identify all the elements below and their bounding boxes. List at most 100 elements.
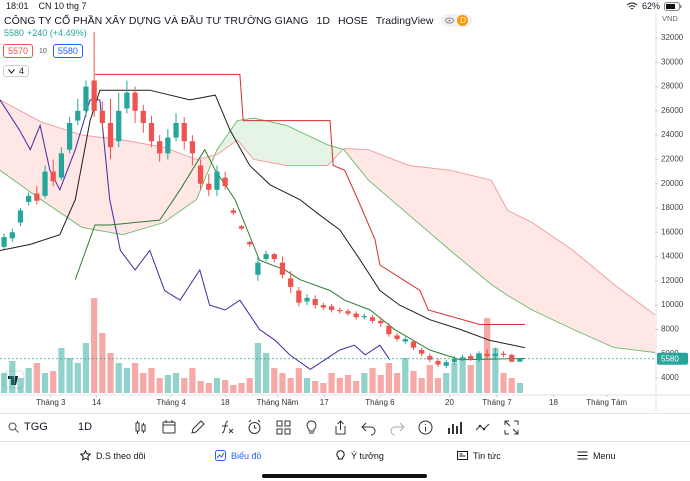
- last-price-tag: [657, 352, 688, 365]
- fullscreen-button[interactable]: [503, 419, 520, 436]
- x-tick-label: Tháng 3: [36, 398, 66, 407]
- volume-bar: [25, 368, 32, 393]
- candle-body: [99, 110, 105, 123]
- wifi-icon: [626, 2, 638, 9]
- draw-button[interactable]: [189, 419, 206, 436]
- indicator-lines: [0, 73, 525, 371]
- volume: [0, 298, 524, 393]
- volume-bar: [279, 373, 286, 393]
- candle-body: [279, 262, 286, 275]
- candle-body: [42, 171, 48, 196]
- cloud-segment: [286, 125, 328, 166]
- candle-body: [34, 193, 40, 201]
- star-icon: [80, 450, 91, 461]
- nav-ideas[interactable]: Ý tưởng: [335, 450, 384, 461]
- share-button[interactable]: [332, 419, 349, 436]
- menu-icon: [577, 451, 588, 460]
- source: TradingView: [375, 14, 434, 27]
- candle-type-button[interactable]: [132, 419, 149, 436]
- volume-bar: [377, 375, 384, 393]
- x-tick-label: Tháng Tám: [586, 398, 627, 407]
- candle-body: [66, 122, 73, 150]
- undo-button[interactable]: [360, 419, 377, 436]
- cloud-segment: [122, 139, 164, 235]
- alert-button[interactable]: [246, 419, 263, 436]
- symbol: TGG: [24, 421, 48, 433]
- candle-body: [320, 305, 327, 308]
- candle-body: [140, 110, 146, 123]
- candle-body: [9, 232, 15, 239]
- x-tick-label: Tháng 4: [156, 398, 186, 407]
- bottom-nav: D.S theo dõi Biểu đồ Ý tưởng Tin tức Men…: [0, 441, 690, 472]
- symbol-search[interactable]: TGG: [8, 421, 48, 433]
- y-tick-label: 26000: [661, 106, 684, 115]
- volume-bar: [181, 378, 188, 393]
- redo-button[interactable]: [389, 419, 406, 436]
- volume-bar: [74, 363, 81, 393]
- market-badge[interactable]: D: [441, 14, 473, 27]
- volume-bar: [222, 380, 229, 393]
- y-tick-label: 16000: [661, 227, 684, 236]
- candle-body: [476, 353, 482, 360]
- compare-button[interactable]: [474, 419, 491, 436]
- cloud-segment: [216, 120, 238, 155]
- x-tick-label: Tháng 7: [482, 398, 512, 407]
- indicator-toggle[interactable]: 4: [3, 65, 30, 77]
- volume-bar: [295, 368, 302, 393]
- info-button[interactable]: [417, 419, 434, 436]
- layout-button[interactable]: [275, 419, 292, 436]
- indicators-button[interactable]: [218, 419, 235, 436]
- candle-body: [459, 357, 466, 359]
- volume-bar: [205, 383, 212, 393]
- nav-watchlist[interactable]: D.S theo dõi: [80, 450, 146, 461]
- candle-body: [107, 122, 114, 148]
- candle-body: [386, 325, 392, 335]
- nav-news[interactable]: Tin tức: [457, 450, 501, 461]
- volume-bar: [393, 373, 401, 393]
- candles: [1, 31, 523, 369]
- volume-bar: [140, 373, 147, 393]
- tool-icons: [132, 419, 520, 436]
- candle-body: [124, 92, 130, 109]
- volume-bar: [516, 383, 524, 393]
- cloud-segment: [163, 147, 197, 223]
- volume-bar: [262, 353, 270, 393]
- candle-body: [197, 165, 204, 184]
- nav-menu[interactable]: Menu: [577, 450, 616, 461]
- ask-box[interactable]: 5580: [52, 44, 83, 58]
- nav-chart[interactable]: Biểu đồ: [215, 450, 262, 461]
- ideas-button[interactable]: [303, 419, 320, 436]
- indicator-line: [95, 73, 525, 325]
- status-left: 18:01 CN 10 thg 7: [6, 1, 97, 11]
- candle-body: [230, 210, 236, 213]
- cloud-segment: [81, 135, 123, 235]
- volume-bar: [156, 378, 163, 393]
- candle-body: [427, 356, 433, 360]
- bid-box[interactable]: 5570: [3, 44, 34, 58]
- volume-bar: [238, 383, 245, 393]
- battery-level: 62%: [641, 1, 660, 11]
- volume-bar: [197, 381, 204, 393]
- y-tick-label: 22000: [661, 155, 684, 164]
- candle-body: [214, 171, 220, 190]
- candle-body: [369, 317, 376, 321]
- volume-bar: [467, 365, 474, 393]
- candle-body: [181, 122, 187, 142]
- interval-button[interactable]: 1D: [78, 421, 93, 433]
- candle-body: [435, 360, 441, 365]
- volume-bar: [66, 358, 73, 393]
- y-tick-label: 12000: [661, 276, 684, 285]
- volume-bar: [434, 378, 442, 393]
- chart-icon: [215, 450, 226, 461]
- cloud-segment: [532, 222, 574, 330]
- chart-title: CÔNG TY CỔ PHẦN XÂY DỰNG VÀ ĐẦU TƯ TRƯỜN…: [4, 14, 309, 27]
- volume-bar: [0, 373, 8, 393]
- candle-body: [238, 226, 245, 229]
- financials-button[interactable]: [446, 419, 463, 436]
- price-change: +240 (+4.49%): [27, 28, 87, 38]
- volume-bar: [189, 368, 196, 393]
- candle-body: [328, 306, 335, 310]
- volume-bar: [123, 368, 131, 393]
- calendar-button[interactable]: [161, 419, 178, 436]
